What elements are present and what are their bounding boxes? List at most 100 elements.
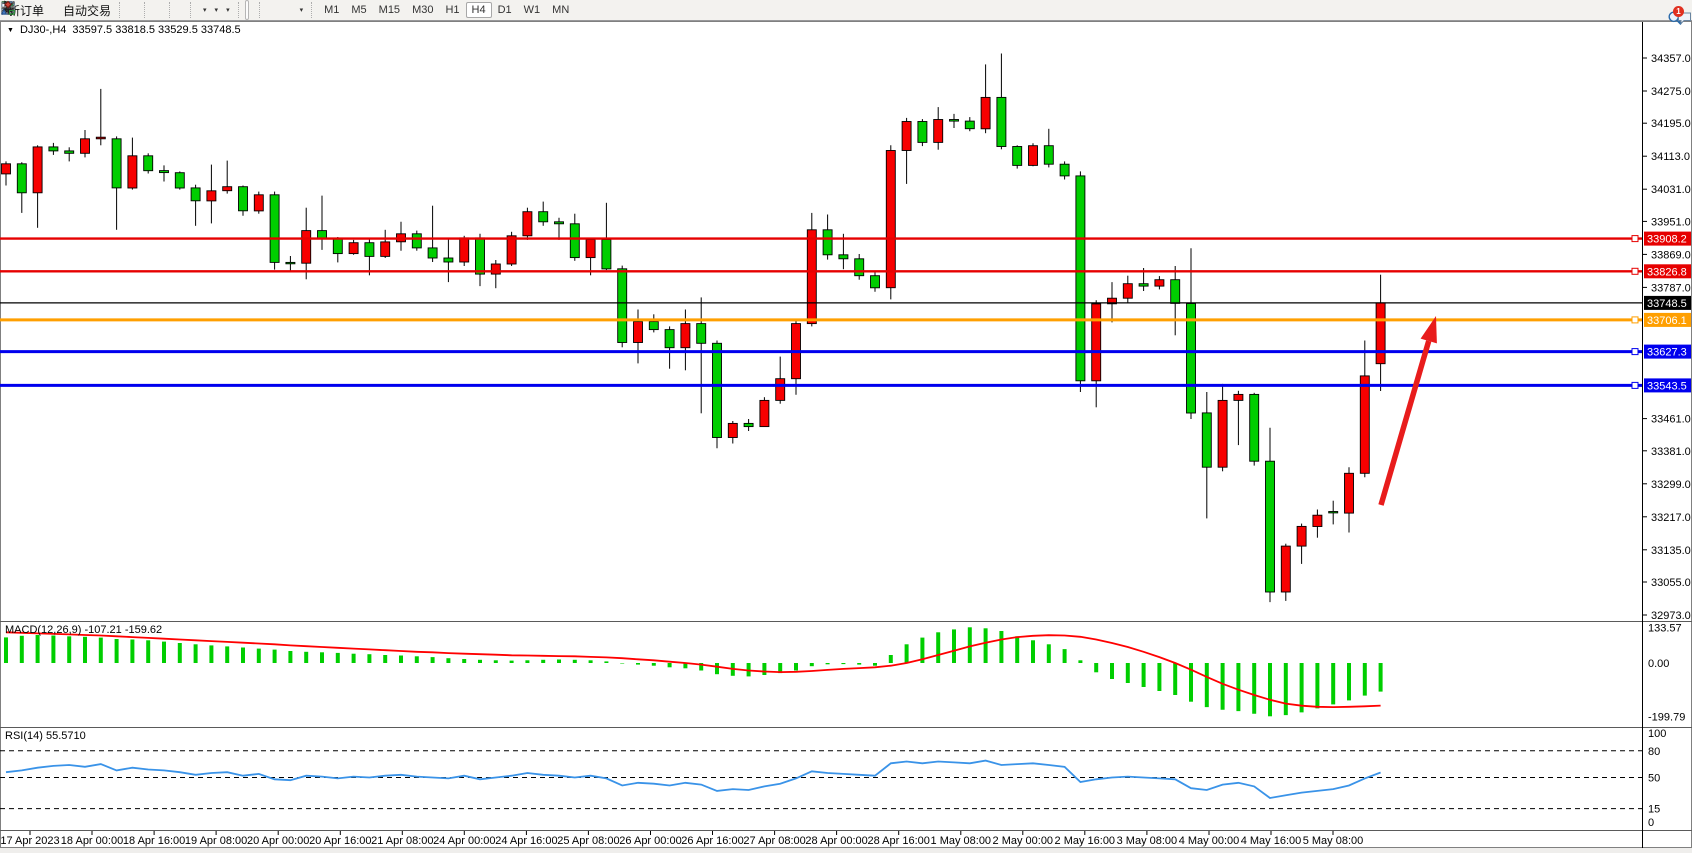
svg-text:15: 15 (1648, 804, 1660, 816)
toolbar-separator (169, 2, 172, 18)
svg-text:33951.0: 33951.0 (1651, 216, 1691, 228)
svg-text:1 May 08:00: 1 May 08:00 (931, 835, 992, 847)
svg-text:19 Apr 08:00: 19 Apr 08:00 (185, 835, 247, 847)
svg-text:-199.79: -199.79 (1648, 711, 1685, 723)
svg-text:34113.0: 34113.0 (1651, 151, 1690, 163)
timeframe-mn-button[interactable]: MN (552, 4, 570, 16)
svg-text:28 Apr 00:00: 28 Apr 00:00 (805, 835, 867, 847)
svg-text:25 Apr 08:00: 25 Apr 08:00 (557, 835, 619, 847)
svg-text:33787.0: 33787.0 (1651, 282, 1691, 294)
svg-text:34031.0: 34031.0 (1651, 184, 1691, 196)
chevron-down-icon[interactable]: ▾ (203, 7, 207, 14)
line-handle[interactable] (1631, 381, 1639, 389)
line-handle[interactable] (1631, 235, 1639, 243)
macd-pane (4, 627, 1383, 717)
horizontal-line-objects[interactable]: 33908.2 33826.8 33748.5 33706.1 33627.3 33543… (0, 231, 1691, 393)
svg-text:24 Apr 00:00: 24 Apr 00:00 (433, 835, 495, 847)
svg-text:17 Apr 2023: 17 Apr 2023 (0, 835, 59, 847)
line-handle[interactable] (1631, 316, 1639, 324)
toolbar-separator (119, 2, 122, 18)
collapse-triangle-icon[interactable]: ▼ (7, 26, 14, 34)
text-button[interactable]: A (4, 0, 290, 20)
timeframe-h1-button[interactable]: H1 (445, 4, 460, 16)
new-order-label: 新订单 (8, 3, 45, 18)
svg-text:F: F (10, 11, 14, 17)
chevron-down-icon[interactable]: ▾ (214, 7, 219, 14)
chart-title-bar: ▼ DJ30-,H4 33597.5 33818.5 33529.5 33748… (7, 24, 241, 36)
arrow-annotation[interactable] (1378, 316, 1437, 506)
tile-windows-button[interactable] (1, 0, 163, 20)
timeframe-d1-button[interactable]: D1 (497, 4, 512, 16)
price-tag: 33748.5 (1647, 298, 1687, 310)
timeframe-h4-button[interactable]: H4 (465, 2, 492, 18)
svg-text:20 Apr 16:00: 20 Apr 16:00 (309, 835, 371, 847)
svg-text:34195.0: 34195.0 (1651, 118, 1691, 130)
arrows-button[interactable]: ▾ (0, 0, 306, 20)
auto-trading-button[interactable]: 自动交易 (1, 0, 113, 20)
svg-text:2 May 16:00: 2 May 16:00 (1055, 835, 1116, 847)
price-tag: 33826.8 (1647, 266, 1687, 278)
rsi-pane (0, 750, 1642, 810)
svg-text:E: E (10, 10, 15, 17)
svg-text:50: 50 (1648, 773, 1660, 785)
svg-text:34275.0: 34275.0 (1651, 86, 1691, 98)
svg-text:33055.0: 33055.0 (1651, 577, 1691, 589)
svg-text:33217.0: 33217.0 (1651, 512, 1691, 524)
timeframe-m5-button[interactable]: M5 (351, 4, 367, 16)
price-tag: 33908.2 (1647, 234, 1687, 246)
svg-text:27 Apr 08:00: 27 Apr 08:00 (743, 835, 805, 847)
svg-text:34357.0: 34357.0 (1651, 53, 1691, 65)
periods-button[interactable]: ▾ (1, 0, 221, 20)
text-label-button[interactable]: T (1, 0, 294, 20)
rsi-axis[interactable]: 100 80 50 150 (1648, 728, 1666, 829)
macd-indicator-label: MACD(12,26,9) -107.21 -159.62 (5, 624, 163, 636)
date-axis[interactable]: 17 Apr 2023 18 Apr 00:00 18 Apr 16:00 19 Ap… (0, 831, 1363, 847)
svg-text:21 Apr 08:00: 21 Apr 08:00 (371, 835, 433, 847)
rsi-indicator-label: RSI(14) 55.5710 (5, 730, 86, 742)
toolbar-separator (144, 2, 147, 18)
indicators-button[interactable]: ▾ (0, 0, 209, 20)
toolbar-separator (237, 2, 241, 18)
price-tag: 33627.3 (1647, 347, 1687, 359)
svg-text:18 Apr 16:00: 18 Apr 16:00 (123, 835, 185, 847)
timeframe-w1-button[interactable]: W1 (523, 4, 541, 16)
chevron-down-icon[interactable]: ▾ (299, 7, 304, 14)
line-handle[interactable] (1631, 348, 1639, 356)
svg-text:5 May 08:00: 5 May 08:00 (1303, 835, 1364, 847)
chart-shift-button[interactable] (3, 0, 184, 20)
line-chart-mode-button[interactable] (1, 0, 138, 20)
svg-text:3 May 08:00: 3 May 08:00 (1117, 835, 1178, 847)
svg-text:133.57: 133.57 (1648, 622, 1682, 634)
svg-text:0.00: 0.00 (1648, 658, 1669, 670)
svg-text:T: T (6, 4, 12, 14)
toolbar-separator (258, 2, 262, 18)
svg-text:32973.0: 32973.0 (1651, 610, 1691, 622)
svg-text:18 Apr 00:00: 18 Apr 00:00 (61, 835, 123, 847)
chart-ohlc-values: 33597.5 33818.5 33529.5 33748.5 (72, 24, 241, 36)
svg-text:A: A (4, 1, 13, 16)
svg-text:33381.0: 33381.0 (1651, 446, 1691, 458)
svg-text:4 May 16:00: 4 May 16:00 (1241, 835, 1302, 847)
svg-text:33869.0: 33869.0 (1651, 249, 1691, 261)
timeframe-m15-button[interactable]: M15 (378, 4, 401, 16)
price-tag: 33543.5 (1647, 380, 1687, 392)
line-handle[interactable] (1631, 267, 1639, 275)
price-axis[interactable]: 34357.0 34275.0 34195.0 34113.0 34031.0 33951… (1642, 53, 1691, 622)
macd-axis[interactable]: 133.57 0.00 -199.79 (1648, 622, 1685, 723)
price-tag: 33706.1 (1647, 315, 1687, 327)
candles (1, 53, 1386, 603)
svg-text:26 Apr 00:00: 26 Apr 00:00 (619, 835, 681, 847)
svg-text:4 May 00:00: 4 May 00:00 (1179, 835, 1240, 847)
svg-text:100: 100 (1648, 728, 1666, 740)
chart-symbol-period: DJ30-,H4 (19, 24, 67, 36)
templates-button[interactable]: ▾ (1, 0, 232, 20)
timeframe-m1-button[interactable]: M1 (324, 4, 340, 16)
timeframe-m30-button[interactable]: M30 (412, 4, 434, 16)
svg-text:0: 0 (1648, 817, 1654, 829)
toolbar-separator (190, 2, 193, 18)
crosshair-button[interactable] (1, 0, 253, 20)
main-toolbar: 新订单 自动交易 ▾ ▾ ▾ E F A T ▾ M1 M5 M15 M30 H1 H4 D1 W1 MN 1 (0, 0, 1692, 25)
svg-text:33461.0: 33461.0 (1651, 414, 1691, 426)
chevron-down-icon[interactable]: ▾ (226, 7, 230, 14)
